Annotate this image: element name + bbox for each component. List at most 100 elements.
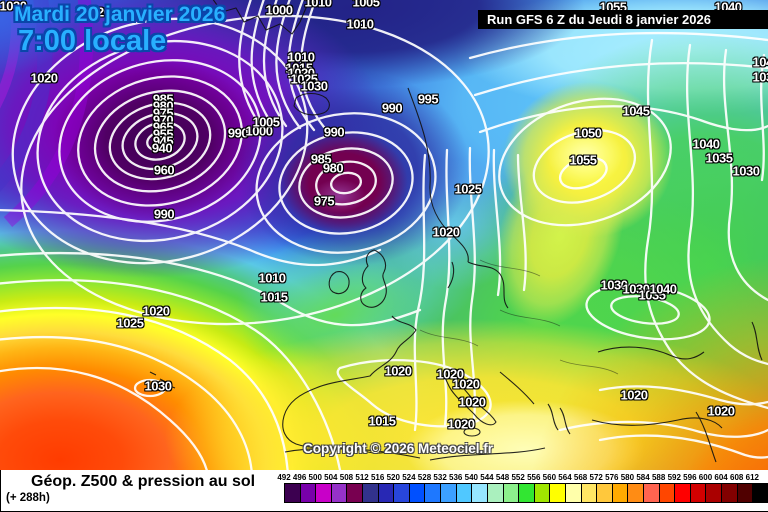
map-title: Géop. Z500 & pression au sol [31,473,256,490]
pressure-label: 1020 [30,70,58,86]
pressure-label: 1030 [0,0,27,14]
scale-value: 504 [324,473,338,482]
scale-value: 532 [433,473,447,482]
pressure-label: 960 [153,162,175,178]
scale-color-cell [674,483,691,503]
scale-value: 492 [277,473,291,482]
color-field [0,0,768,470]
pressure-label: 1015 [260,289,288,305]
scale-value: 612 [745,473,759,482]
pressure-label: 1015 [285,60,313,76]
forecast-lead-time: (+ 288h) [6,492,50,504]
scale-value: 528 [417,473,432,482]
pressure-label: 1020 [142,303,170,319]
scale-color-cell [596,483,613,503]
pressure-label: 1035 [705,150,733,166]
pressure-label: 990 [227,125,249,141]
pressure-label: 975 [313,193,335,209]
pressure-label: 1005 [252,114,280,130]
pressure-label: 1020 [432,224,460,240]
pressure-label: 990 [381,100,403,116]
pressure-label: 1030 [732,163,760,179]
scale-value: 600 [698,473,713,482]
pressure-label: 995 [417,91,439,107]
scale-value: 500 [308,473,322,482]
pressure-label: 980 [322,160,344,176]
scale-value: 604 [714,473,728,482]
scale-color-cell [721,483,738,503]
scale-value: 560 [542,473,557,482]
pressure-label: 985 [152,91,174,107]
pressure-label: 1055 [569,152,597,168]
coastlines [149,0,763,463]
scale-value: 568 [573,473,588,482]
forecast-date: Mardi 20 janvier 2026 [14,3,226,26]
pressure-label: 1020 [447,416,475,432]
scale-value: 596 [683,473,697,482]
scale-color-cell [471,483,488,503]
pressure-label: 1020 [458,394,486,410]
scale-value: 556 [527,473,541,482]
pressure-label: 1000 [245,123,273,139]
scale-value: 580 [620,473,635,482]
scale-value: 548 [495,473,510,482]
scale-color-cell [518,483,535,503]
weather-map-image [0,0,768,470]
weather-map: 1030 1020 1020 985 980 975 970 965 955 945 940 960 9… [0,0,768,470]
scale-value: 544 [480,473,494,482]
scale-color-cell [440,483,457,503]
pressure-label: 945 [152,133,174,149]
scale-value: 516 [370,473,385,482]
pressure-label: 1025 [116,315,144,331]
pressure-label: 1025 [454,181,482,197]
scale-value: 608 [730,473,744,482]
scale-color-cell [643,483,660,503]
legend-panel: Géop. Z500 & pression au sol (+ 288h) 49… [0,470,768,512]
scale-color-cell [284,483,301,503]
scale-color-cell [580,483,598,503]
pressure-label: 1015 [368,413,396,429]
pressure-label: 990 [153,206,175,222]
pressure-label: 1040 [752,54,768,70]
pressure-label: 1035 [752,69,768,85]
pressure-label: 1030 [300,78,328,94]
scale-value: 512 [355,473,369,482]
pressure-label: 1020 [436,366,464,382]
scale-value: 496 [292,473,307,482]
scale-color-cell [486,483,504,503]
pressure-label: 985 [310,151,332,167]
pressure-label: 980 [152,98,174,114]
pressure-label: 1020 [707,403,735,419]
pressure-label: 1020 [452,376,480,392]
pressure-label: 1030 [144,378,172,394]
scale-color-cell [393,483,410,503]
pressure-label: 1020 [287,65,315,81]
pressure-label: 970 [152,112,174,128]
pressure-label: 1035 [638,287,666,303]
scale-color-cell [689,483,707,503]
pressure-label: 1020 [620,387,648,403]
scale-color-cell [299,483,317,503]
scale-value: 564 [558,473,572,482]
copyright-watermark: Copyright © 2026 Meteociel.fr [303,441,493,456]
pressure-label: 1005 [352,0,380,10]
forecast-datetime-label: Mardi 20 janvier 2026 7:00 locale [14,3,226,56]
pressure-label: 1020 [83,4,111,20]
pressure-label: 1030 [600,277,628,293]
scale-value: 588 [651,473,666,482]
scale-color-cell [705,483,723,503]
scale-color-cell [424,483,442,503]
scale-color-cell [564,483,582,503]
pressure-label: 1040 [692,136,720,152]
scale-value: 592 [667,473,681,482]
scale-color-cell [533,483,551,503]
scale-color-cell [736,483,754,503]
scale-color-cell [330,483,348,503]
pressure-label: 1010 [258,270,286,286]
scale-color-cell [658,483,676,503]
scale-color-cell [752,483,768,503]
pressure-label: 955 [152,126,174,142]
pressure-label: 1045 [622,103,650,119]
pressure-label: 990 [323,124,345,140]
